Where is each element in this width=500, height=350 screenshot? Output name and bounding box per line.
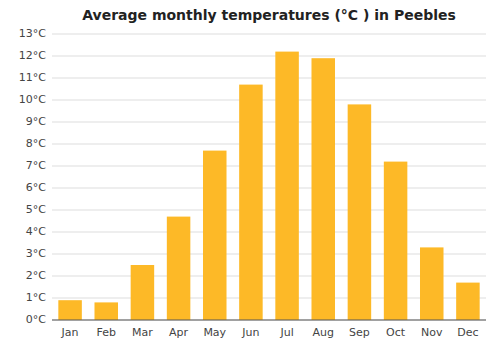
x-tick-label: Apr <box>169 326 189 339</box>
y-tick-label: 0°C <box>26 313 46 326</box>
y-tick-label: 1°C <box>26 291 46 304</box>
grid-line <box>52 166 486 167</box>
chart-container: Average monthly temperatures (°C ) in Pe… <box>0 0 500 350</box>
title: Average monthly temperatures (°C ) in Pe… <box>82 7 456 23</box>
x-tick-label: Jan <box>61 326 79 339</box>
x-tick-label: Oct <box>386 326 406 339</box>
x-tick-label: Dec <box>457 326 478 339</box>
x-tick-label: May <box>203 326 226 339</box>
y-tick-label: 13°C <box>19 27 46 40</box>
grid-line <box>52 122 486 123</box>
bar <box>348 104 372 320</box>
bar <box>131 265 155 320</box>
y-tick-label: 11°C <box>19 71 46 84</box>
grid-line <box>52 232 486 233</box>
x-axis-line <box>52 320 486 321</box>
grid-line <box>52 210 486 211</box>
grid-line <box>52 144 486 145</box>
y-tick-label: 12°C <box>19 49 46 62</box>
bar <box>275 52 299 320</box>
bar <box>203 151 227 320</box>
y-tick-label: 9°C <box>26 115 46 128</box>
bar <box>94 302 118 320</box>
bars <box>58 52 479 320</box>
chart-svg: Average monthly temperatures (°C ) in Pe… <box>0 0 500 350</box>
bar <box>58 300 82 320</box>
x-tick-label: Aug <box>313 326 334 339</box>
y-tick-label: 8°C <box>26 137 46 150</box>
y-tick-label: 6°C <box>26 181 46 194</box>
grid-line <box>52 34 486 35</box>
bar <box>167 217 191 320</box>
grid-line <box>52 78 486 79</box>
bar <box>456 283 480 320</box>
y-tick-label: 3°C <box>26 247 46 260</box>
y-axis: 0°C 1°C 2°C 3°C 4°C 5°C 6°C 7°C 8°C 9°C 10°C 11°C 12… <box>19 27 46 326</box>
grid-line <box>52 320 486 321</box>
grid-line <box>52 100 486 101</box>
grid-line <box>52 188 486 189</box>
bar <box>311 58 335 320</box>
x-tick-label: Sep <box>349 326 370 339</box>
grid <box>52 34 486 320</box>
x-tick-label: Mar <box>132 326 153 339</box>
y-tick-label: 5°C <box>26 203 46 216</box>
x-tick-label: Jul <box>279 326 293 339</box>
bar <box>384 162 408 320</box>
grid-line <box>52 56 486 57</box>
y-tick-label: 2°C <box>26 269 46 282</box>
x-tick-label: Jun <box>241 326 259 339</box>
y-tick-label: 4°C <box>26 225 46 238</box>
x-tick-label: Nov <box>421 326 443 339</box>
x-tick-label: Feb <box>97 326 116 339</box>
bar <box>239 85 263 320</box>
bar <box>420 247 444 320</box>
y-tick-label: 7°C <box>26 159 46 172</box>
x-axis: Jan Feb Mar Apr May Jun Jul Aug Sep Oct Nov Dec <box>52 320 486 339</box>
y-tick-label: 10°C <box>19 93 46 106</box>
